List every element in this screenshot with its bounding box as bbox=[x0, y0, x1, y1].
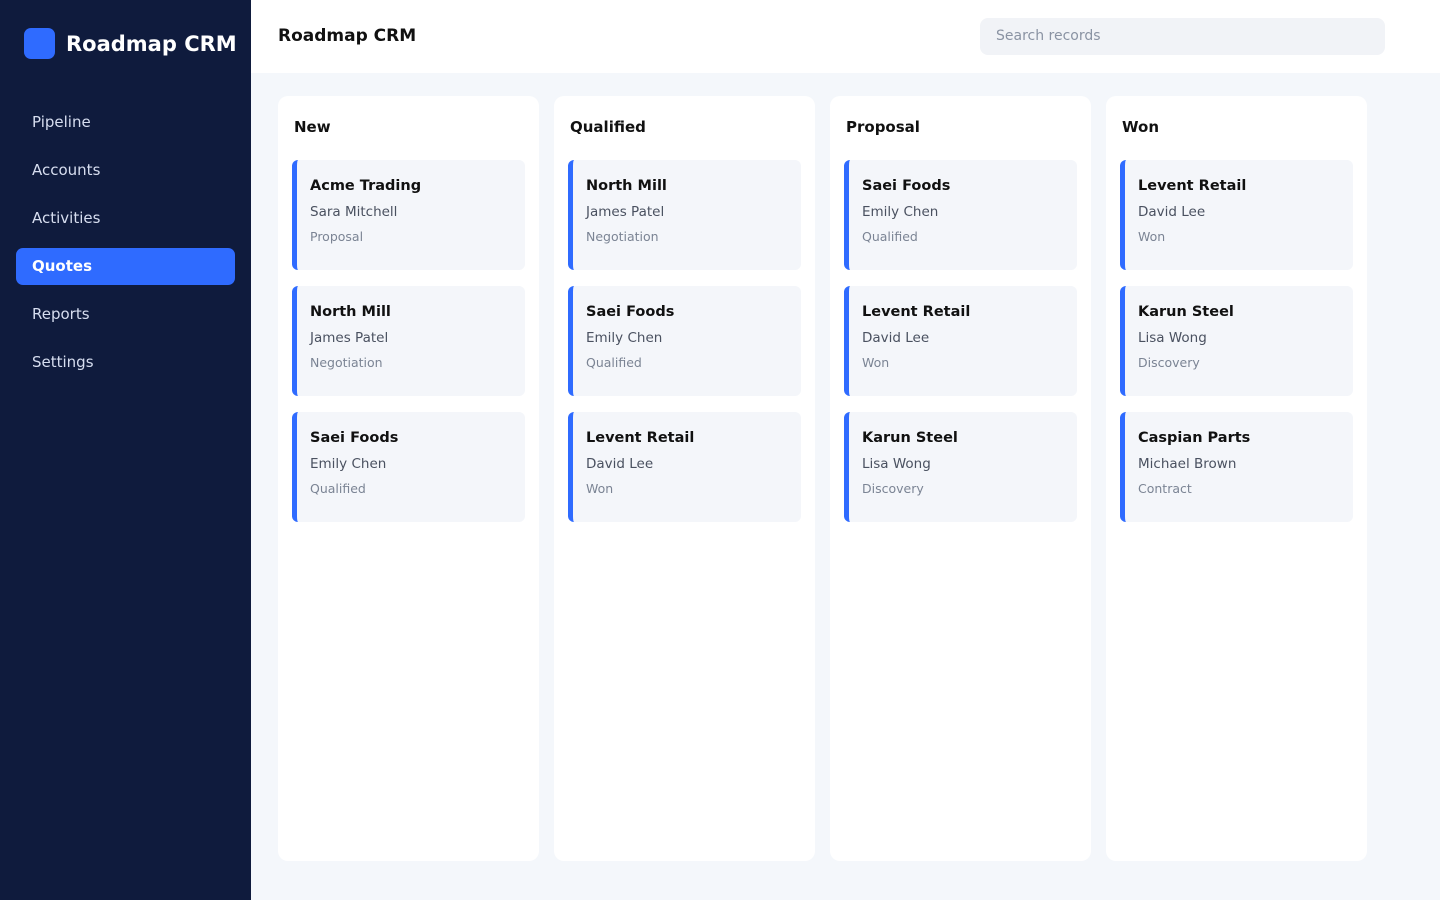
stage: Proposal bbox=[310, 229, 364, 244]
company: Karun Steel bbox=[862, 430, 958, 446]
deal-card[interactable]: North Mill James Patel Negotiation bbox=[292, 286, 525, 396]
brand-name: Roadmap CRM bbox=[66, 31, 237, 56]
company: Saei Foods bbox=[586, 304, 675, 320]
sidebar: Roadmap CRM Pipeline Accounts Activities Qu… bbox=[0, 0, 251, 900]
company: Caspian Parts bbox=[1138, 430, 1251, 446]
contact: Michael Brown bbox=[1138, 456, 1237, 472]
nav-item[interactable]: Activities bbox=[32, 209, 101, 227]
contact: David Lee bbox=[586, 456, 654, 472]
contact: James Patel bbox=[586, 204, 665, 220]
contact: James Patel bbox=[310, 330, 389, 346]
logo bbox=[24, 28, 55, 59]
deal-card[interactable]: Saei Foods Emily Chen Qualified bbox=[568, 286, 801, 396]
stage: Contract bbox=[1138, 481, 1192, 496]
deal-card[interactable]: Acme Trading Sara Mitchell Proposal bbox=[292, 160, 525, 270]
header-title: Roadmap CRM bbox=[278, 26, 417, 46]
contact: Sara Mitchell bbox=[310, 204, 398, 220]
deal-card[interactable]: Levent Retail David Lee Won bbox=[844, 286, 1077, 396]
search-input[interactable]: Search records bbox=[980, 18, 1385, 55]
company: Saei Foods bbox=[862, 178, 951, 194]
contact: Emily Chen bbox=[310, 456, 387, 472]
company: North Mill bbox=[310, 304, 391, 320]
board: New Acme Trading Sara Mitchell Proposal Nort… bbox=[278, 96, 1367, 861]
deal-card[interactable]: Levent Retail David Lee Won bbox=[568, 412, 801, 522]
nav: Pipeline Accounts Activities Quotes Reports S… bbox=[16, 104, 235, 392]
stage: Qualified bbox=[862, 229, 918, 244]
nav-item[interactable]: Reports bbox=[32, 305, 90, 323]
stage: Negotiation bbox=[586, 229, 659, 244]
column-title: Proposal bbox=[846, 118, 920, 136]
nav-item[interactable]: Quotes bbox=[16, 248, 235, 285]
deal-card[interactable]: Saei Foods Emily Chen Qualified bbox=[292, 412, 525, 522]
stage: Won bbox=[1138, 229, 1166, 244]
stage: Won bbox=[862, 355, 890, 370]
contact: Lisa Wong bbox=[862, 456, 931, 472]
column: Proposal Saei Foods Emily Chen Qualified Lev… bbox=[830, 96, 1091, 861]
contact: David Lee bbox=[862, 330, 930, 346]
column-title: Won bbox=[1122, 118, 1159, 136]
deal-card[interactable]: Karun Steel Lisa Wong Discovery bbox=[844, 412, 1077, 522]
contact: Lisa Wong bbox=[1138, 330, 1207, 346]
contact: David Lee bbox=[1138, 204, 1206, 220]
deal-card[interactable]: North Mill James Patel Negotiation bbox=[568, 160, 801, 270]
nav-item[interactable]: Settings bbox=[32, 353, 94, 371]
company: Levent Retail bbox=[862, 304, 971, 320]
header: Roadmap CRM Search records bbox=[251, 0, 1440, 73]
stage: Discovery bbox=[862, 481, 924, 496]
stage: Qualified bbox=[586, 355, 642, 370]
nav-item[interactable]: Pipeline bbox=[32, 113, 91, 131]
column: New Acme Trading Sara Mitchell Proposal Nort… bbox=[278, 96, 539, 861]
stage: Discovery bbox=[1138, 355, 1200, 370]
deal-card[interactable]: Karun Steel Lisa Wong Discovery bbox=[1120, 286, 1353, 396]
company: Karun Steel bbox=[1138, 304, 1234, 320]
company: Levent Retail bbox=[586, 430, 695, 446]
column-title: New bbox=[294, 118, 331, 136]
nav-item[interactable]: Accounts bbox=[32, 161, 101, 179]
column: Won Levent Retail David Lee Won Karun Steel L… bbox=[1106, 96, 1367, 861]
company: North Mill bbox=[586, 178, 667, 194]
company: Acme Trading bbox=[310, 178, 422, 194]
deal-card[interactable]: Caspian Parts Michael Brown Contract bbox=[1120, 412, 1353, 522]
company: Levent Retail bbox=[1138, 178, 1247, 194]
company: Saei Foods bbox=[310, 430, 399, 446]
column: Qualified North Mill James Patel Negotiatio… bbox=[554, 96, 815, 861]
contact: Emily Chen bbox=[586, 330, 663, 346]
stage: Negotiation bbox=[310, 355, 383, 370]
brand: Roadmap CRM bbox=[24, 28, 237, 59]
column-title: Qualified bbox=[570, 118, 646, 136]
stage: Qualified bbox=[310, 481, 366, 496]
contact: Emily Chen bbox=[862, 204, 939, 220]
deal-card[interactable]: Saei Foods Emily Chen Qualified bbox=[844, 160, 1077, 270]
stage: Won bbox=[586, 481, 614, 496]
deal-card[interactable]: Levent Retail David Lee Won bbox=[1120, 160, 1353, 270]
